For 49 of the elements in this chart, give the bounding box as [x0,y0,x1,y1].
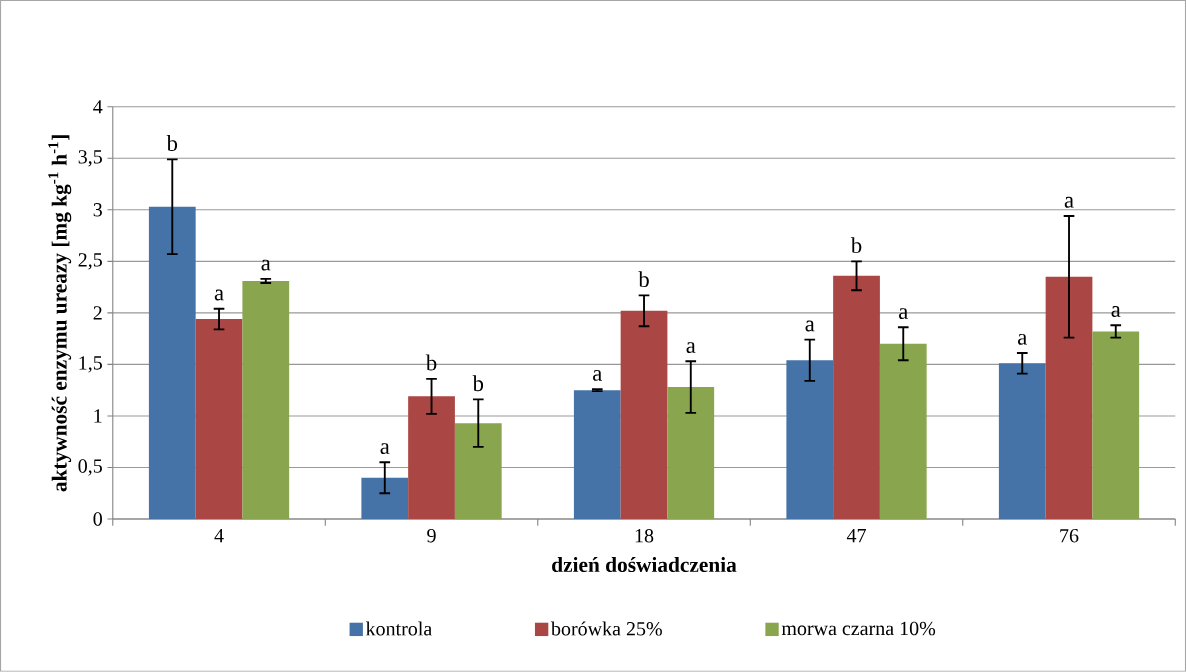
bar [148,206,196,520]
data-label: a [1111,306,1121,318]
y-tick-label: 3 [93,203,102,217]
x-tick-label: 18 [635,529,654,543]
bar [786,360,834,520]
x-tick-label: 9 [427,529,436,543]
data-label: a [1018,334,1027,345]
bar [620,310,668,520]
data-label: a [805,320,815,332]
bar [833,275,880,520]
data-label: b [472,375,484,392]
x-axis-title: dzień doświadczenia [552,557,737,573]
data-label: a [899,308,908,320]
data-label: b [425,354,437,371]
y-axis-title: aktywność enzymu ureazy [mg kg$^{-1}$ h$^{-1}$] [48,135,72,492]
bar [242,281,290,520]
bar [879,343,927,520]
data-label: a [214,289,224,301]
x-tick-label: 47 [846,529,866,543]
bar [408,396,455,520]
bar [1045,276,1093,520]
data-label: b [638,271,649,288]
y-tick-label: 2 [93,306,102,320]
x-tick-label: 76 [1060,529,1079,543]
bar [573,390,621,520]
y-tick-label: 0,5 [78,459,102,476]
bar [454,423,502,520]
legend-label: morwa czarna 10% [781,621,936,636]
legend-label: borówka 25% [550,621,662,636]
data-label: a [1064,196,1074,208]
data-label: b [850,237,862,254]
bar [667,387,715,520]
y-tick-label: 1,5 [79,356,102,373]
bar [361,477,409,520]
y-tick-label: 1 [94,409,102,423]
bar [195,319,243,520]
y-tick-label: 2,5 [78,253,102,270]
data-label: a [261,259,271,271]
y-tick-label: 3,5 [78,150,102,167]
x-tick-label: 4 [214,529,224,543]
y-tick-label: 4 [93,100,103,114]
data-label: a [686,342,696,354]
bar [998,363,1046,520]
bar [1092,331,1140,520]
legend-label: kontrola [365,621,432,636]
y-tick-label: 0 [93,512,102,526]
data-label: a [380,443,390,455]
data-label: b [166,135,178,152]
data-label: a [593,370,602,381]
